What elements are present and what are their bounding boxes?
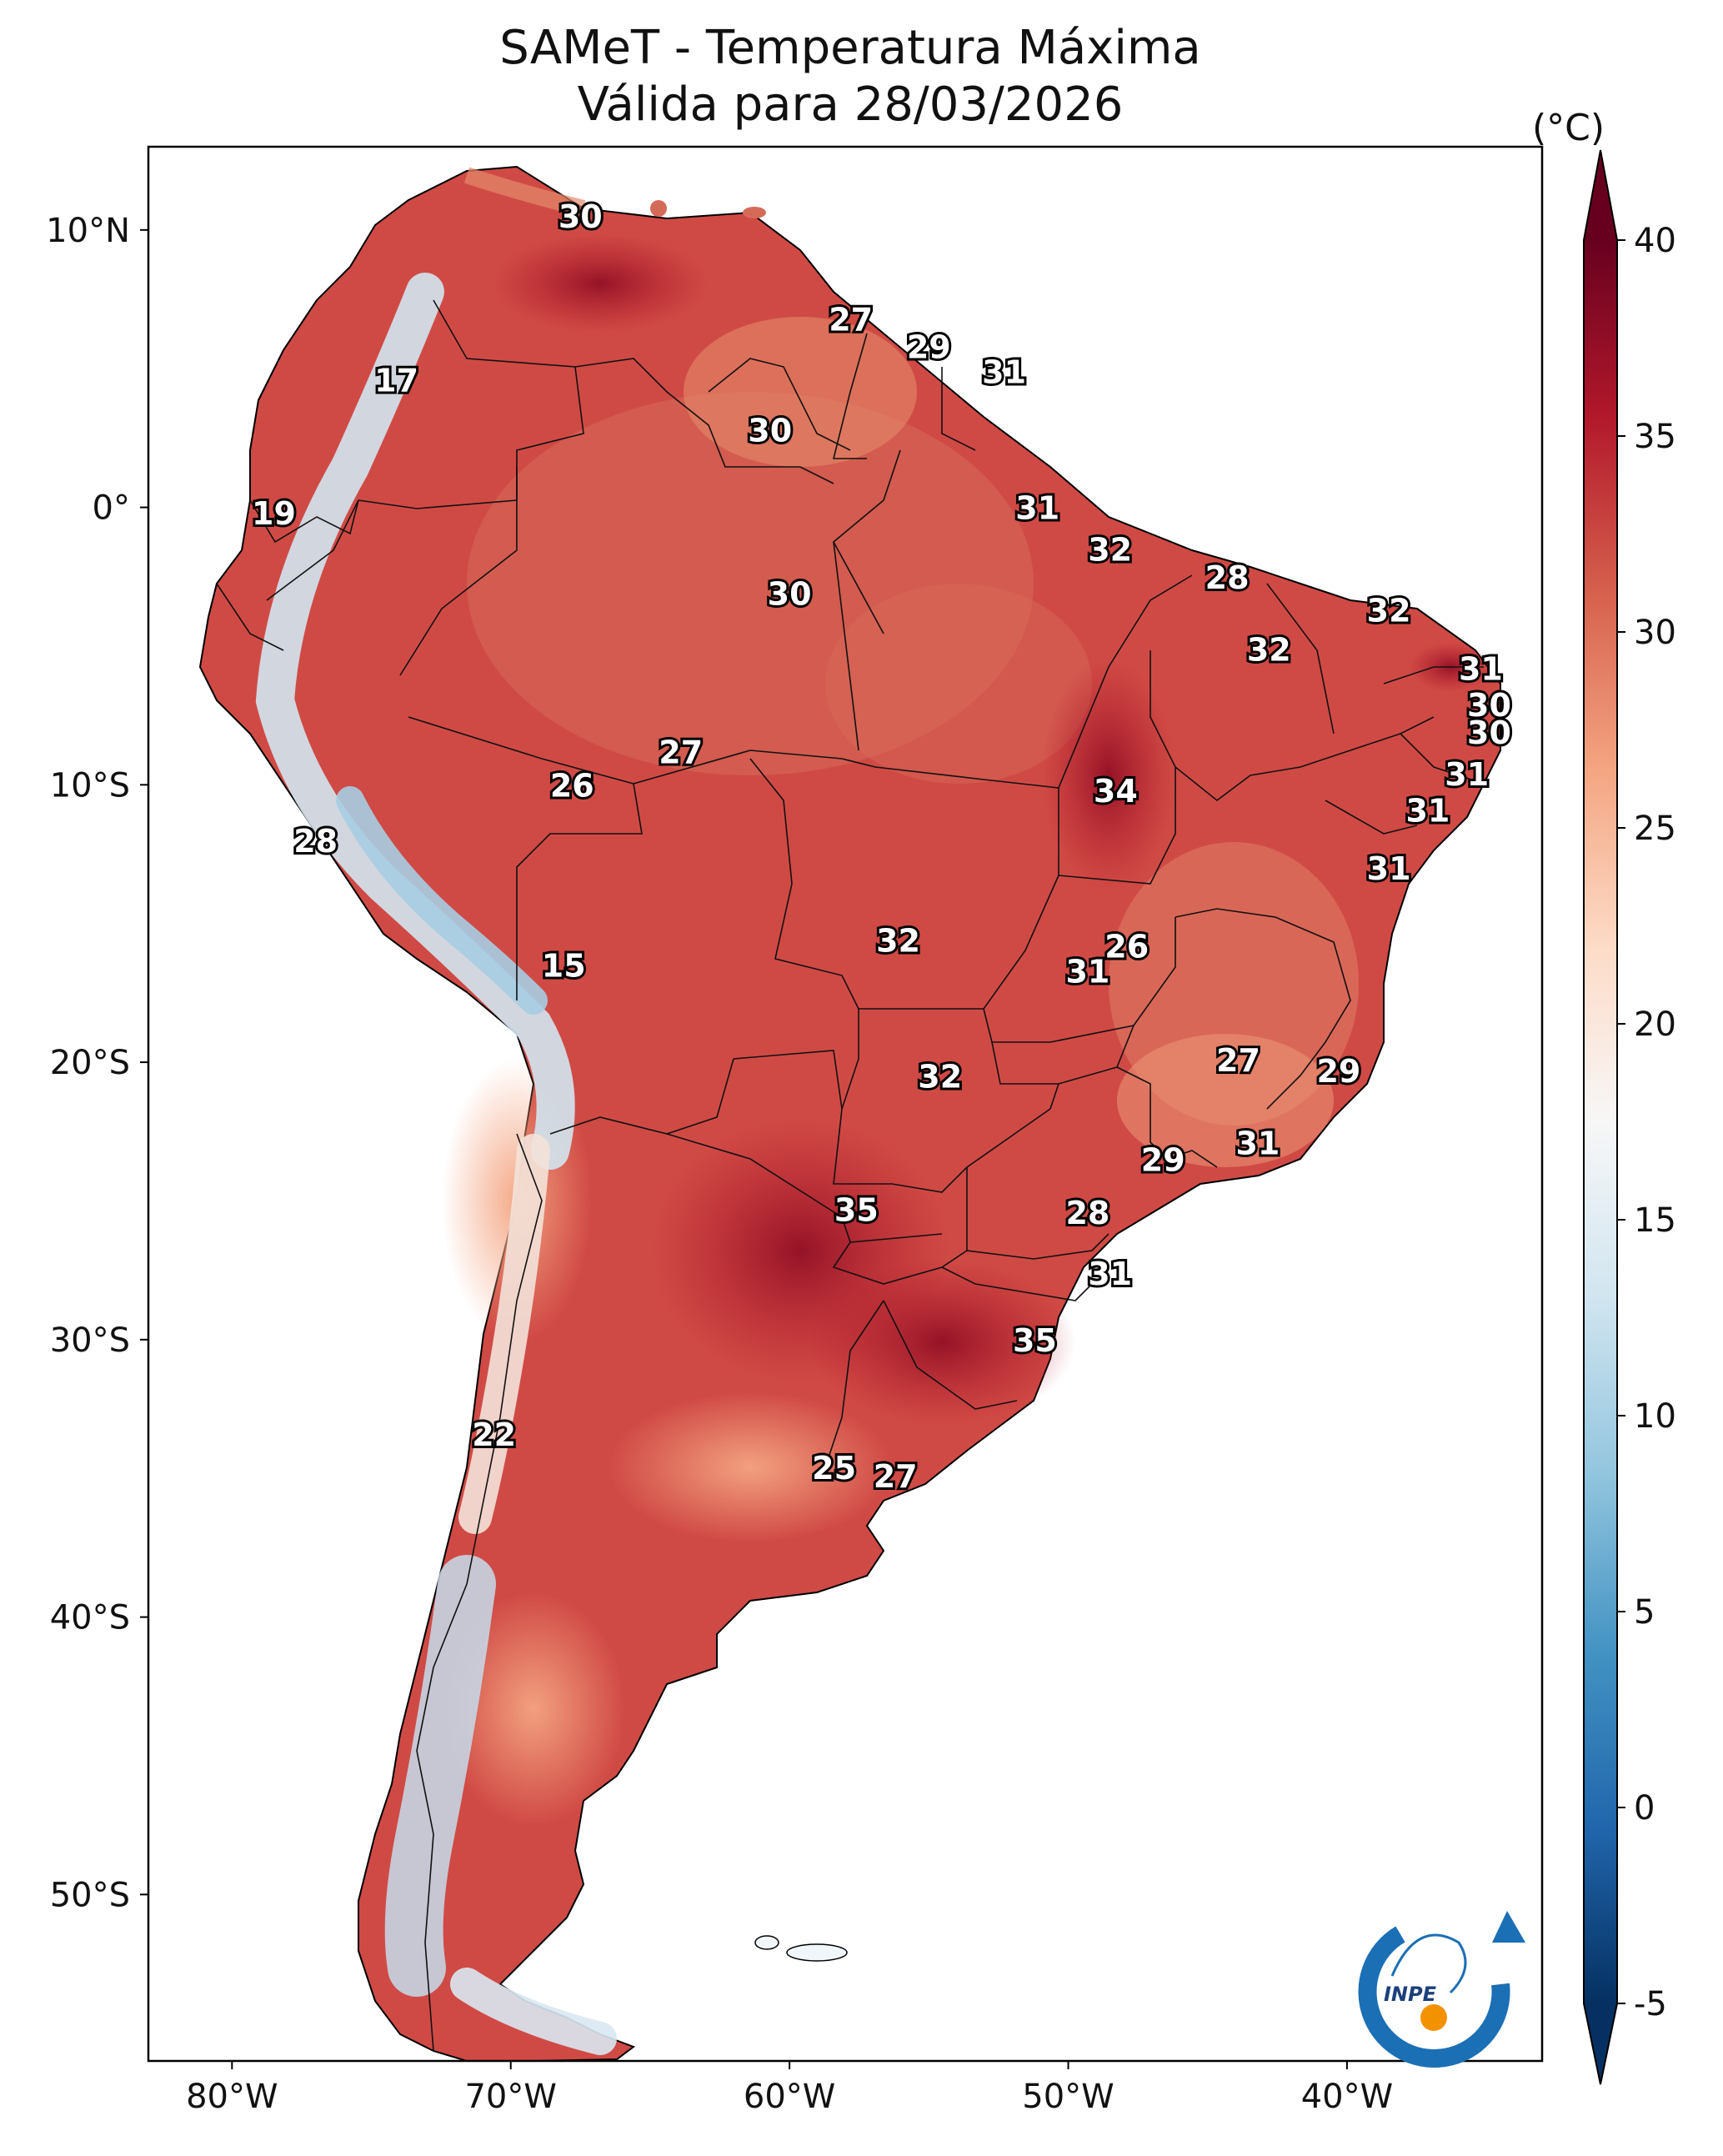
city-temperature-value: 30 [1467,714,1511,751]
colorbar-tick-label: 35 [1634,418,1676,456]
lon-tick-label: 40°W [1301,2078,1393,2116]
city-temperature-value: 31 [1088,1256,1132,1292]
map-subtitle: Válida para 28/03/2026 [577,78,1124,132]
inpe-logo: INPE [1358,1911,1525,2068]
amazon-warm-region [467,392,1034,775]
colorbar-tick-label: -5 [1634,1985,1667,2023]
map-frame-border [147,145,1544,2063]
city-temperature-value: 32 [1367,593,1411,629]
city-temperature-value: 29 [1316,1053,1360,1090]
city-temperature-value: 31 [1459,651,1503,688]
colorbar-tick-label: 15 [1634,1201,1676,1240]
lat-tick-label: 40°S [50,1599,130,1637]
tierra-del-fuego-band [450,1968,617,2055]
city-temperature-value: 31 [982,354,1026,391]
tocantins-hot-spot [1042,659,1175,892]
inpe-logo-swirl [1390,1933,1467,1994]
falklands-west-island [754,1935,779,1950]
guyana-coast-spot [650,200,667,217]
city-temperature-value: 26 [1104,928,1149,965]
city-temperature-value: 17 [374,363,418,399]
lat-tick-label: 20°S [50,1044,130,1082]
venezuela-hot-spot [492,233,709,333]
colorbar-tick-label: 10 [1634,1397,1676,1436]
city-temperature-value: 31 [1065,953,1109,990]
lat-tick-label: 10°N [46,212,130,250]
longitude-axis: 80°W 70°W 60°W 50°W 40°W [186,2061,1393,2116]
city-temperature-value: 30 [558,198,603,235]
colorbar-min-extension [1584,2003,1617,2084]
minas-warm-region [1117,1034,1334,1167]
colorbar: 40 35 30 25 20 15 10 5 0 -5 [1583,149,1676,2085]
city-temperature-value: 32 [1247,631,1291,668]
city-temperature-value: 32 [918,1059,962,1096]
lat-tick-label: 0° [93,489,130,528]
falklands-island [786,1943,848,1962]
city-temperature-value: 27 [1216,1042,1260,1079]
colorbar-tick-label: 20 [1634,1005,1676,1044]
city-temperature-value: 32 [876,923,920,960]
latitude-axis: 10°N 0° 10°S 20°S 30°S 40°S 50°S [46,212,148,1914]
lat-tick-label: 30°S [50,1321,130,1360]
colorbar-tick-label: 5 [1634,1593,1655,1632]
city-temperature-value: 29 [907,329,951,366]
city-temperature-value: 28 [293,823,338,860]
city-temperature-value: 32 [1088,531,1132,568]
trinidad-island [743,207,766,218]
colorbar-unit-label: (°C) [1532,107,1605,149]
pampas-mild-region [609,1392,892,1542]
lon-tick-label: 50°W [1022,2078,1114,2116]
lon-tick-label: 70°W [464,2078,556,2116]
city-temperature-value: 31 [1367,850,1411,887]
guiana-warm-region [684,317,917,467]
colorbar-tick-label: 40 [1634,222,1676,260]
city-temperature-value: 31 [1405,792,1450,829]
colorbar-max-extension [1584,150,1617,240]
city-temperature-value: 15 [542,948,586,985]
city-temperature-value: 31 [1445,756,1489,793]
city-temperature-value: 30 [1467,687,1511,724]
city-temperature-value: 30 [748,412,792,449]
city-temperature-value: 25 [812,1450,856,1487]
city-temperature-value: 34 [1094,773,1138,810]
lat-tick-label: 50°S [50,1876,130,1914]
caribbean-coast [463,167,586,217]
city-temperature-value: 29 [1141,1142,1185,1179]
city-temperature-value: 28 [1205,559,1250,596]
colorbar-tick-label: 30 [1634,614,1676,652]
rio-grande-do-sul-hot-spot [809,1259,1075,1426]
inpe-logo-arrow [1492,1911,1525,1943]
andes-cool-band [255,273,575,1170]
lon-tick-label: 80°W [186,2078,278,2116]
inpe-logo-dot [1420,2004,1447,2031]
colorbar-gradient [1584,240,1617,2003]
para-warm-region [825,584,1092,784]
continent-layer [198,165,1501,2061]
city-temperature-value: 35 [1013,1322,1057,1359]
city-temperature-value: 35 [834,1191,879,1228]
city-temperature-value: 31 [1235,1126,1280,1162]
patagonia-mild-region [442,1592,625,1826]
city-temperature-value: 27 [829,301,873,338]
inpe-logo-text: INPE [1384,1983,1437,2006]
map-title: SAMeT - Temperatura Máxima [499,21,1201,75]
lon-tick-label: 60°W [744,2078,835,2116]
southern-andes-band [458,1134,550,1534]
colorbar-tick-label: 25 [1634,810,1676,848]
inpe-logo-arc [1358,1926,1510,2068]
city-temperature-value: 19 [252,495,296,532]
city-temperature-value: 28 [1065,1195,1109,1231]
city-temperature-value: 27 [659,734,703,770]
political-borders [216,299,1485,2052]
city-temperature-value: 22 [472,1416,516,1453]
lat-tick-label: 10°S [50,766,130,805]
colorbar-tick-label: 0 [1634,1789,1655,1828]
city-temperature-value: 30 [768,576,812,613]
city-temperature-value: 27 [874,1458,918,1495]
city-temperature-value: 31 [1015,490,1059,527]
altiplano-cold-band [336,786,548,1015]
city-temperature-value: 26 [550,767,594,804]
